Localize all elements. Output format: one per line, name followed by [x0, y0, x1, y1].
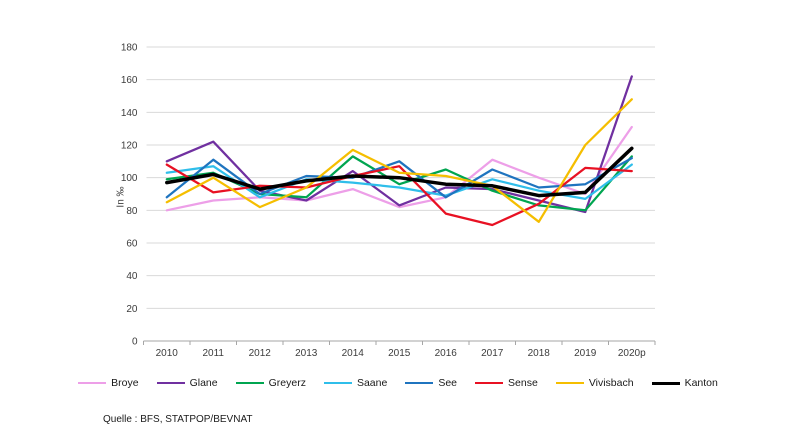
legend-label: Kanton	[684, 377, 718, 389]
legend-label: Saane	[356, 377, 388, 389]
legend-item-broye: Broye	[78, 377, 139, 389]
legend-label: Greyerz	[268, 377, 306, 389]
legend-swatch-see	[405, 382, 434, 384]
series-line-kanton	[165, 146, 634, 198]
x-tick-label: 2015	[388, 348, 411, 359]
x-tick-label: 2020p	[618, 348, 646, 359]
legend-label: Vivisbach	[588, 377, 634, 389]
series-line-sense	[165, 163, 633, 227]
legend-label: Glane	[189, 377, 218, 389]
y-tick-label: 40	[126, 271, 138, 282]
legend-item-saane: Saane	[323, 377, 388, 389]
legend-swatch-glane	[156, 382, 185, 384]
x-tick-label: 2011	[202, 348, 224, 359]
legend-item-vivisbach: Vivisbach	[555, 377, 634, 389]
x-tick-label: 2016	[435, 348, 458, 359]
y-tick-label: 180	[121, 43, 138, 54]
source-note: Quelle : BFS, STATPOP/BEVNAT	[103, 414, 253, 425]
x-tick-label: 2018	[528, 348, 551, 359]
legend-swatch-kanton	[651, 381, 680, 385]
legend-item-greyerz: Greyerz	[235, 377, 306, 389]
legend-label: See	[438, 377, 458, 389]
legend-item-glane: Glane	[156, 377, 218, 389]
y-tick-label: 100	[121, 173, 138, 184]
x-tick-label: 2019	[574, 348, 597, 359]
legend-swatch-greyerz	[235, 382, 264, 384]
y-tick-label: 160	[121, 75, 138, 86]
series-line-broye	[165, 125, 633, 212]
series-line-glane	[165, 75, 633, 214]
legend-swatch-vivisbach	[555, 382, 584, 384]
x-tick-label: 2012	[249, 348, 272, 359]
legend-swatch-sense	[475, 382, 504, 384]
legend-label: Sense	[508, 377, 538, 389]
legend-item-see: See	[405, 377, 457, 389]
legend: Broye Glane Greyerz Saane See Sense Vivisbach K…	[8, 377, 788, 389]
y-tick-label: 0	[132, 337, 138, 348]
legend-item-sense: Sense	[475, 377, 538, 389]
y-tick-label: 140	[121, 108, 138, 119]
y-axis-title: In ‰	[115, 186, 127, 208]
x-tick-label: 2013	[295, 348, 318, 359]
legend-label: Broye	[111, 377, 139, 389]
y-tick-label: 80	[126, 206, 138, 217]
legend-swatch-saane	[323, 382, 352, 384]
x-tick-label: 2014	[342, 348, 365, 359]
legend-item-kanton: Kanton	[651, 377, 718, 389]
x-tick-label: 2010	[156, 348, 179, 359]
y-tick-label: 60	[126, 239, 138, 250]
x-tick-label: 2017	[481, 348, 504, 359]
legend-swatch-broye	[78, 382, 107, 384]
y-tick-label: 20	[126, 304, 138, 315]
y-tick-label: 120	[121, 141, 138, 152]
